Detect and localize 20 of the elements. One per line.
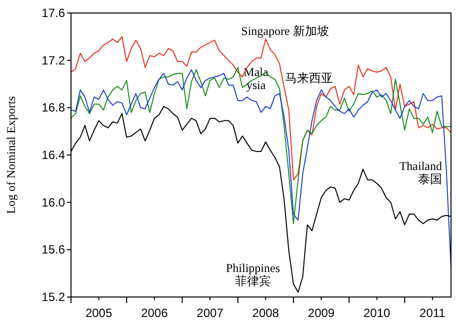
- x-tick-label: 2010: [364, 306, 391, 320]
- x-tick-label: 2009: [308, 306, 335, 320]
- y-tick-label: 17.2: [42, 53, 66, 68]
- annotation: Philippines 菲律宾: [226, 261, 280, 288]
- x-tick-label: 2006: [141, 306, 168, 320]
- annotation: Thailand 泰国: [399, 159, 442, 186]
- y-tick-label: 16.0: [42, 195, 66, 210]
- annotation: Singapore 新加坡: [241, 24, 329, 38]
- x-tick-label: 2008: [252, 306, 280, 320]
- x-tick-label: 2011: [420, 306, 446, 320]
- x-tick-label: 2005: [85, 306, 112, 320]
- line-series: [70, 66, 452, 224]
- y-tick-label: 16.8: [42, 100, 66, 115]
- y-tick-label: 15.2: [42, 290, 66, 304]
- y-axis-title: Log of Nominal Exports: [4, 96, 18, 214]
- y-tick-label: 15.6: [42, 242, 66, 257]
- y-tick-label: 17.6: [42, 6, 66, 20]
- x-tick-label: 2007: [196, 306, 224, 320]
- y-tick-label: 16.4: [42, 148, 66, 162]
- annotation: 马来西亚: [285, 71, 333, 85]
